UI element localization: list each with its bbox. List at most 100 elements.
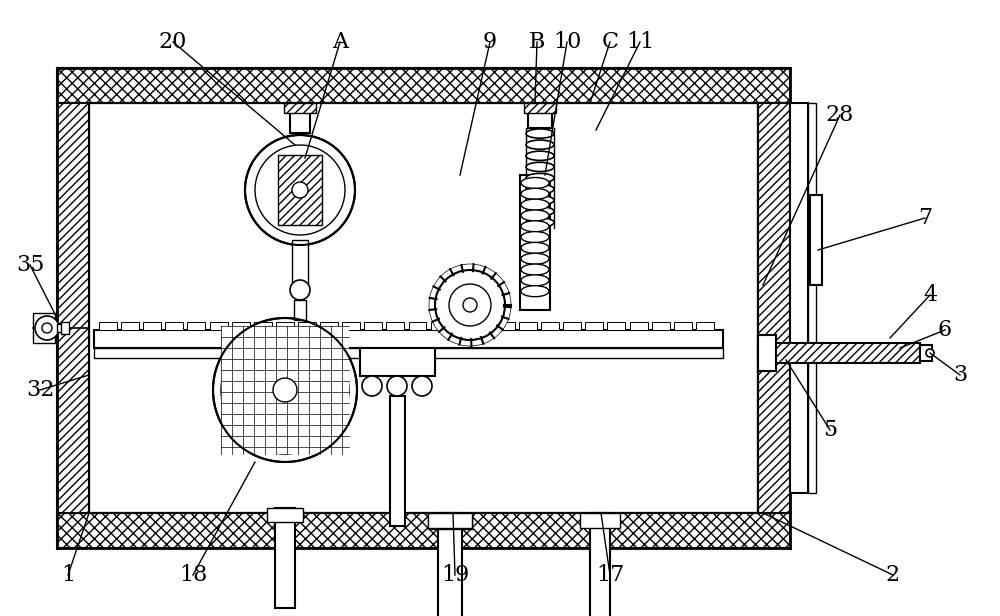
Bar <box>364 322 382 330</box>
Bar <box>428 513 472 529</box>
Text: 4: 4 <box>923 284 937 306</box>
Ellipse shape <box>521 275 549 286</box>
Bar <box>292 240 308 295</box>
Bar <box>254 322 272 330</box>
Circle shape <box>221 326 349 454</box>
Bar <box>342 322 360 330</box>
Bar <box>33 313 55 343</box>
Ellipse shape <box>526 207 554 216</box>
Text: 20: 20 <box>159 31 187 53</box>
Text: A: A <box>332 31 348 53</box>
Circle shape <box>292 182 308 198</box>
Circle shape <box>449 284 491 326</box>
Text: 1: 1 <box>61 564 75 586</box>
Bar <box>790 103 808 493</box>
Circle shape <box>429 264 511 346</box>
Text: 9: 9 <box>483 31 497 53</box>
Text: 11: 11 <box>626 31 654 53</box>
Bar <box>386 322 404 330</box>
Bar <box>438 513 462 616</box>
Bar <box>320 322 338 330</box>
Bar <box>267 508 303 522</box>
Bar <box>453 322 471 330</box>
Bar <box>920 345 932 361</box>
Circle shape <box>387 376 407 396</box>
Ellipse shape <box>526 173 554 182</box>
Bar <box>187 322 205 330</box>
Bar <box>409 322 426 330</box>
Bar <box>607 322 625 330</box>
Ellipse shape <box>521 286 549 297</box>
Bar <box>580 513 620 528</box>
Circle shape <box>255 145 345 235</box>
Circle shape <box>926 349 934 357</box>
Bar <box>758 335 776 371</box>
Bar <box>276 322 294 330</box>
Bar <box>758 103 790 513</box>
Ellipse shape <box>526 140 554 149</box>
Circle shape <box>435 270 505 340</box>
Bar <box>294 300 306 320</box>
Text: C: C <box>602 31 618 53</box>
Text: 35: 35 <box>16 254 44 276</box>
Bar <box>221 326 349 454</box>
Bar <box>57 513 790 548</box>
Bar <box>428 513 472 528</box>
Bar <box>61 322 69 334</box>
Ellipse shape <box>521 199 549 210</box>
Bar <box>810 195 822 285</box>
Text: B: B <box>529 31 545 53</box>
Circle shape <box>35 316 59 340</box>
Bar <box>758 103 790 513</box>
Bar <box>497 322 515 330</box>
Circle shape <box>245 135 355 245</box>
Circle shape <box>273 378 297 402</box>
Text: 5: 5 <box>823 419 837 441</box>
Bar <box>275 508 295 608</box>
Circle shape <box>273 378 297 402</box>
Text: 28: 28 <box>826 104 854 126</box>
Circle shape <box>292 182 308 198</box>
Bar <box>360 348 435 376</box>
Ellipse shape <box>526 184 554 194</box>
Bar <box>121 322 139 330</box>
Bar <box>278 155 322 225</box>
Bar <box>674 322 692 330</box>
Circle shape <box>213 318 357 462</box>
Text: 6: 6 <box>938 319 952 341</box>
Circle shape <box>412 376 432 396</box>
Text: 19: 19 <box>441 564 469 586</box>
Text: 3: 3 <box>953 364 967 386</box>
Circle shape <box>463 298 477 312</box>
Bar <box>808 103 816 493</box>
Bar <box>630 322 648 330</box>
Ellipse shape <box>526 218 554 227</box>
Bar <box>165 322 183 330</box>
Bar <box>563 322 581 330</box>
Bar <box>57 103 89 513</box>
Bar <box>652 322 670 330</box>
Bar <box>57 68 790 103</box>
Bar <box>758 343 920 363</box>
Circle shape <box>362 376 382 396</box>
Text: 2: 2 <box>886 564 900 586</box>
Bar <box>210 322 228 330</box>
Bar <box>541 322 559 330</box>
Text: 7: 7 <box>918 207 932 229</box>
Ellipse shape <box>521 188 549 200</box>
Text: 32: 32 <box>26 379 54 401</box>
Circle shape <box>290 280 310 300</box>
Bar <box>519 322 537 330</box>
Bar <box>524 103 556 113</box>
Bar <box>284 103 316 113</box>
Bar <box>232 322 250 330</box>
Bar <box>696 322 714 330</box>
Bar <box>390 396 405 526</box>
Bar <box>94 330 723 348</box>
Text: 17: 17 <box>596 564 624 586</box>
Ellipse shape <box>526 196 554 205</box>
Bar <box>57 324 63 332</box>
Ellipse shape <box>526 129 554 138</box>
Bar <box>431 322 449 330</box>
Ellipse shape <box>526 162 554 171</box>
